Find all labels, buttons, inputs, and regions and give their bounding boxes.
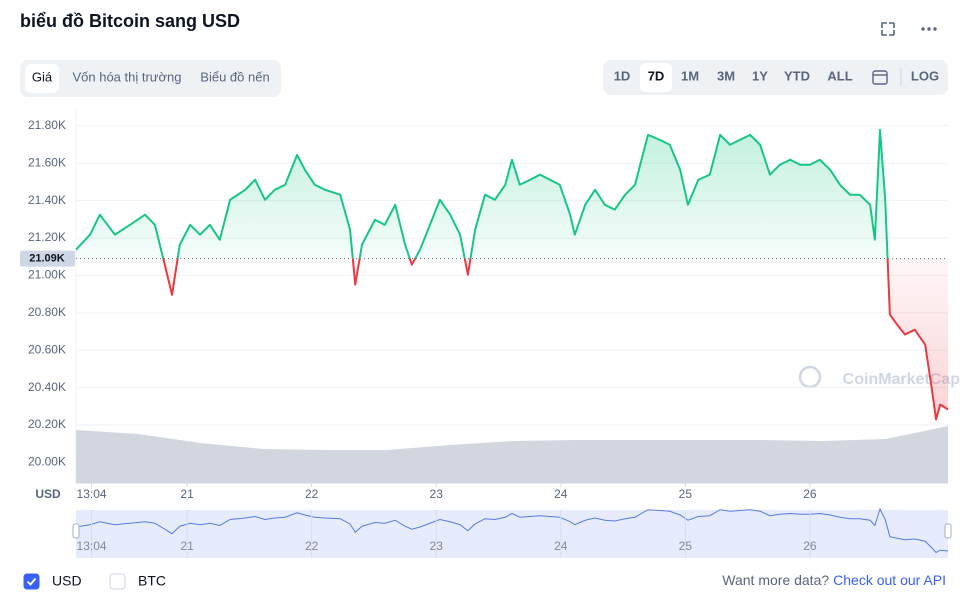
range-button[interactable]: YTD [784, 68, 810, 83]
watermark-logo [798, 365, 822, 389]
currency-label: BTC [138, 573, 166, 589]
volume-area [76, 426, 948, 483]
x-tick-label: 13:04 [77, 487, 107, 501]
navigator-handle[interactable] [72, 523, 80, 539]
currency-label: USD [52, 573, 82, 589]
fullscreen-icon[interactable] [881, 22, 895, 36]
y-tick-label: 20.60K [28, 342, 66, 356]
baseline-label-box [20, 250, 75, 267]
y-tick-label: 20.80K [28, 305, 66, 319]
x-tick-label: 21 [180, 487, 194, 501]
api-link[interactable]: Check out our API [833, 572, 946, 588]
navigator-label: 24 [554, 539, 568, 553]
active-tab [25, 64, 59, 93]
more-icon[interactable] [921, 27, 937, 31]
x-tick-label: 24 [554, 487, 568, 501]
price-line [75, 128, 949, 421]
active-range [640, 63, 672, 92]
title: biểu đồ Bitcoin sang USD [20, 11, 240, 31]
navigator-label: 23 [430, 539, 444, 553]
y-axis-label: USD [35, 487, 61, 501]
navigator-line [75, 507, 949, 554]
baseline-label: 21.09K [29, 253, 65, 265]
range-button[interactable]: 1Y [752, 68, 768, 83]
x-tick-label: 23 [430, 487, 444, 501]
y-tick-label: 21.60K [28, 155, 66, 169]
navigator-label: 22 [305, 539, 319, 553]
tab[interactable]: Vốn hóa thị trường [72, 69, 181, 84]
x-tick-label: 25 [679, 487, 693, 501]
tab[interactable]: Biểu đồ nến [200, 69, 269, 84]
range-button[interactable]: 1D [614, 68, 631, 83]
range-button[interactable]: ALL [827, 68, 852, 83]
checkmark [26, 577, 37, 586]
footer-links: Want more data? Check out our API [722, 572, 946, 588]
range-button[interactable]: 3M [717, 68, 735, 83]
y-tick-label: 21.00K [28, 268, 66, 282]
y-tick-label: 21.80K [28, 118, 66, 132]
x-tick-label: 26 [803, 487, 817, 501]
navigator-handle[interactable] [944, 523, 952, 539]
navigator-label: 26 [803, 539, 817, 553]
more-text: Want more data? [722, 572, 829, 588]
tab[interactable]: Giá [32, 69, 53, 84]
range-group [603, 60, 948, 95]
navigator-label: 21 [180, 539, 194, 553]
navigator-label: 25 [679, 539, 693, 553]
y-tick-label: 20.40K [28, 380, 66, 394]
navigator-label: 13:04 [77, 539, 107, 553]
x-tick-label: 22 [305, 487, 319, 501]
range-button[interactable]: 1M [681, 68, 699, 83]
calendar-icon[interactable] [872, 70, 888, 85]
navigator-bg [76, 510, 948, 558]
y-tick-label: 21.20K [28, 230, 66, 244]
checkbox[interactable] [23, 573, 40, 590]
tab-group [20, 60, 281, 97]
y-tick-label: 20.00K [28, 455, 66, 469]
range-button[interactable]: 7D [648, 68, 665, 83]
price-area [76, 129, 948, 420]
log-button[interactable]: LOG [911, 68, 939, 83]
y-tick-label: 20.20K [28, 417, 66, 431]
y-tick-label: 21.40K [28, 193, 66, 207]
checkbox[interactable] [109, 573, 126, 590]
